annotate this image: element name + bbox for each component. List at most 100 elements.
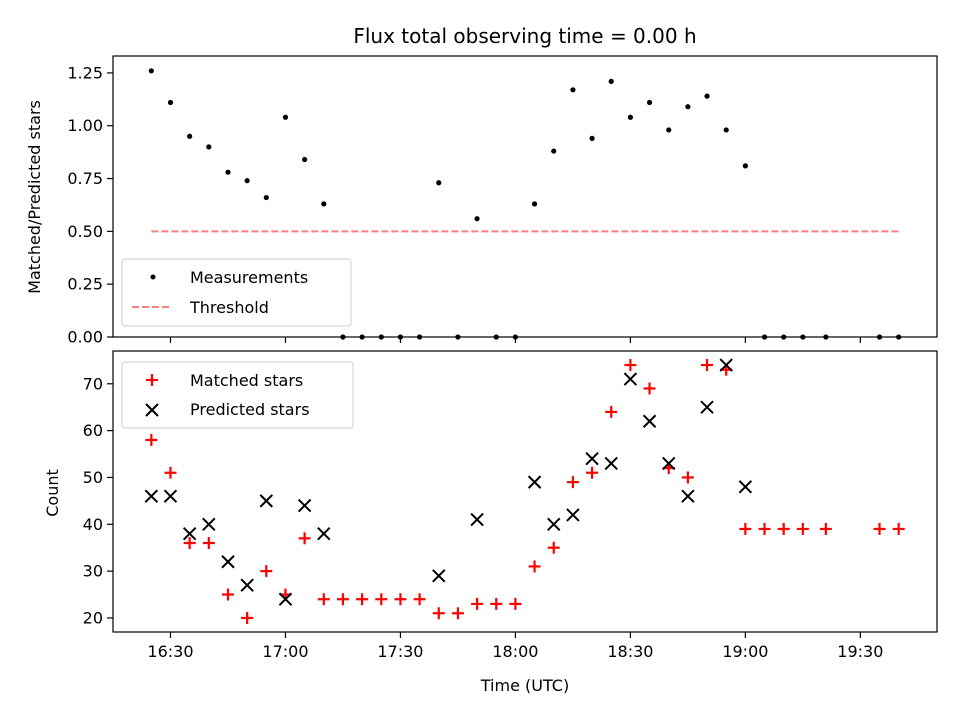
ratio-y-tick-label: 0.00	[67, 328, 103, 347]
measurement-point	[608, 78, 614, 84]
predicted-stars-point	[527, 475, 542, 489]
time-x-axis-label: Time (UTC)	[480, 676, 569, 695]
matched-stars-point	[873, 522, 886, 535]
measurement-point	[627, 114, 633, 120]
matched-stars-point	[796, 522, 809, 535]
matched-stars-point	[605, 405, 618, 418]
legend-predicted-label: Predicted stars	[190, 400, 310, 419]
count-legend-box	[121, 361, 354, 429]
matched-stars-point	[451, 607, 464, 620]
ratio-y-tick-label: 0.50	[67, 222, 103, 241]
matched-stars-point	[336, 593, 349, 606]
predicted-stars-point	[719, 358, 733, 372]
count-y-tick-label: 60	[83, 421, 103, 440]
ratio-y-tick-label: 0.25	[67, 275, 103, 294]
matched-stars-point	[777, 522, 790, 535]
measurement-point	[742, 163, 748, 169]
time-x-tick-label: 19:30	[837, 642, 883, 661]
ratio-legend-box	[121, 258, 352, 327]
ratio-y-tick-label: 1.00	[67, 116, 103, 135]
matched-stars-point	[701, 359, 714, 372]
ratio-panel: Flux total observing time = 0.00 h Match…	[25, 24, 938, 347]
time-x-tick-label: 17:00	[262, 642, 308, 661]
time-x-tick-label: 17:30	[377, 642, 423, 661]
predicted-stars-point	[432, 569, 446, 583]
count-y-axis-label: Count	[43, 469, 62, 517]
count-plot-frame	[112, 350, 938, 633]
matched-stars-point	[145, 433, 158, 446]
matched-stars-point	[183, 537, 196, 550]
matched-stars-point	[356, 593, 369, 606]
measurement-point	[436, 180, 442, 186]
matched-stars-point	[471, 597, 484, 610]
measurement-point	[589, 135, 595, 141]
measurement-point	[551, 148, 557, 154]
predicted-stars-point	[470, 512, 484, 527]
matched-stars-point	[624, 359, 637, 372]
predicted-stars-point	[182, 526, 197, 541]
time-x-tick-label: 18:30	[607, 642, 653, 661]
predicted-stars-point	[623, 372, 638, 386]
matched-stars-point	[566, 476, 579, 489]
measurement-point	[282, 114, 289, 120]
count-axes: 20 30 40 50 60 70 16:30 17:00 17:30 18:00 18:30 19:…	[83, 350, 938, 661]
ratio-axes: 0.00 0.25 0.50 0.75 1.00 1.25	[67, 55, 938, 347]
count-panel: Count Time (UTC) 20 30 40 50 60 70 16:30 17:00 1…	[43, 350, 938, 695]
predicted-stars-point	[566, 508, 580, 522]
matched-stars-point	[164, 466, 177, 479]
measurement-point	[646, 99, 653, 106]
measurement-point	[225, 169, 231, 175]
ratio-plot-frame	[112, 55, 938, 338]
ratio-y-axis-label: Matched/Predicted stars	[25, 100, 44, 294]
count-y-tick-label: 20	[83, 608, 103, 627]
matched-stars-point	[202, 537, 215, 550]
predicted-stars-point	[144, 489, 159, 503]
measurement-point	[531, 201, 538, 207]
matched-stars-point	[681, 471, 694, 484]
measurement-point	[206, 144, 212, 150]
measurement-point	[187, 133, 193, 139]
predicted-stars-point	[700, 400, 714, 414]
matched-stars-point	[547, 541, 560, 554]
matched-stars-point	[221, 588, 234, 601]
predicted-stars-point	[604, 456, 618, 471]
legend-measurements-swatch	[150, 274, 156, 280]
ratio-chart-title: Flux total observing time = 0.00 h	[353, 24, 696, 48]
matched-stars-point	[819, 522, 832, 535]
measurement-point	[302, 156, 308, 163]
count-marks	[144, 358, 905, 624]
measurement-point	[167, 99, 174, 106]
matched-stars-point	[298, 532, 311, 545]
matched-stars-point	[528, 560, 541, 573]
measurement-point	[570, 87, 576, 93]
measurement-point	[704, 93, 710, 99]
matched-stars-point	[375, 593, 388, 606]
ratio-y-tick-label: 0.75	[67, 169, 103, 188]
predicted-stars-point	[297, 498, 312, 513]
matched-stars-point	[317, 593, 330, 606]
matched-stars-point	[643, 382, 656, 395]
legend-threshold-label: Threshold	[189, 298, 269, 317]
time-x-tick-label: 18:00	[492, 642, 538, 661]
predicted-stars-point	[278, 592, 293, 606]
predicted-stars-point	[585, 452, 599, 466]
count-legend: Matched stars Predicted stars	[121, 361, 354, 429]
predicted-stars-point	[642, 414, 657, 428]
measurement-point	[666, 127, 672, 133]
predicted-stars-point	[240, 578, 254, 592]
count-y-tick-label: 30	[83, 562, 103, 581]
matched-stars-point	[509, 597, 522, 610]
measurement-point	[723, 127, 729, 133]
ratio-y-tick-label: 1.25	[67, 63, 103, 82]
matched-stars-point	[413, 593, 426, 606]
predicted-stars-point	[547, 517, 561, 531]
count-y-tick-label: 70	[83, 374, 103, 393]
legend-matched-label: Matched stars	[190, 371, 303, 390]
ratio-legend: Measurements Threshold	[121, 258, 352, 327]
legend-measurements-label: Measurements	[190, 268, 308, 287]
predicted-stars-point	[163, 489, 178, 503]
measurement-point	[263, 194, 269, 201]
measurement-point	[685, 104, 691, 110]
